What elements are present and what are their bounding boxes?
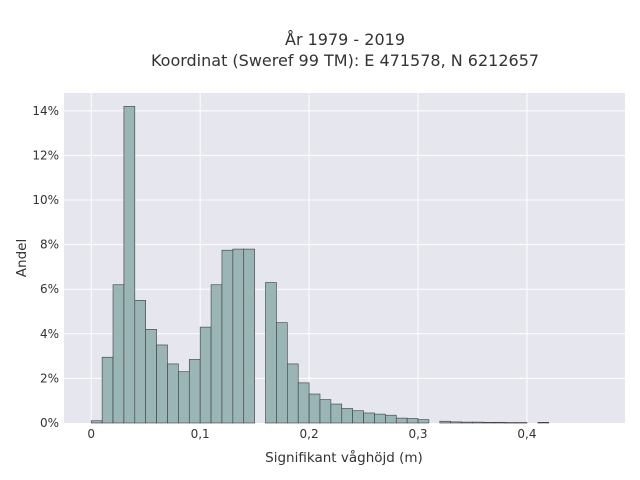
histogram-bar: [363, 412, 375, 424]
histogram-bar: [297, 382, 310, 424]
histogram-bar: [210, 284, 223, 424]
histogram-bar: [145, 329, 157, 424]
histogram-bar: [188, 359, 201, 424]
y-tick-label: 6%: [40, 282, 59, 296]
x-tick-label: 0: [87, 427, 95, 441]
histogram-bar: [287, 363, 299, 424]
histogram-bar: [156, 344, 168, 424]
x-tick-label: 0,4: [517, 427, 536, 441]
y-tick-label: 2%: [40, 371, 59, 385]
y-tick-label: 10%: [32, 193, 59, 207]
histogram-bar: [199, 326, 212, 424]
histogram-bar: [276, 322, 288, 424]
histogram-bar: [504, 422, 517, 424]
histogram-bar: [493, 422, 506, 424]
histogram-bar: [374, 413, 386, 424]
x-axis-label: Signifikant våghöjd (m): [265, 449, 423, 466]
histogram-bar: [319, 399, 332, 424]
histogram-bar: [352, 410, 364, 424]
histogram-bar: [395, 417, 408, 424]
y-tick-label: 8%: [40, 238, 59, 252]
y-tick-label: 4%: [40, 327, 59, 341]
x-tick-label: 0,2: [300, 427, 319, 441]
histogram-bar: [472, 421, 484, 424]
x-tick-label: 0,3: [408, 427, 427, 441]
histogram-bar: [232, 248, 245, 424]
x-axis-ticks: 0 0,1 0,2 0,3 0,4: [87, 427, 536, 441]
x-tick-label: 0,1: [191, 427, 210, 441]
histogram-bar: [417, 419, 430, 424]
histogram-bar: [483, 422, 495, 424]
histogram-bar: [439, 420, 452, 424]
y-tick-label: 0%: [40, 416, 59, 430]
histogram-bar: [90, 420, 103, 424]
y-tick-label: 14%: [32, 104, 59, 118]
chart-title-line-2: Koordinat (Sweref 99 TM): E 471578, N 62…: [151, 51, 539, 70]
y-axis-ticks: 0% 2% 4% 6% 8% 10% 12% 14%: [32, 104, 59, 430]
histogram-bar: [265, 282, 277, 424]
histogram-bar: [134, 300, 146, 424]
chart-title-line-1: År 1979 - 2019: [285, 30, 405, 49]
histogram-bars: [90, 106, 550, 424]
histogram-bar: [385, 414, 397, 424]
histogram-bar: [341, 408, 353, 424]
histogram-bar: [221, 249, 234, 424]
histogram-bar: [112, 284, 125, 424]
grid-lines: [64, 93, 625, 423]
histogram-bar: [101, 356, 114, 424]
histogram-bar: [515, 422, 528, 424]
histogram-bar: [461, 421, 473, 424]
histogram-bar: [308, 393, 321, 424]
histogram-bar: [178, 371, 190, 424]
y-tick-label: 12%: [32, 148, 59, 162]
histogram-bar: [123, 106, 136, 424]
histogram-bar: [450, 421, 462, 424]
histogram-bar: [406, 418, 419, 424]
histogram-bar: [243, 248, 255, 424]
y-axis-label: Andel: [14, 239, 30, 277]
histogram-bar: [330, 403, 343, 424]
histogram-bar: [167, 363, 179, 424]
histogram-bar: [537, 422, 550, 424]
